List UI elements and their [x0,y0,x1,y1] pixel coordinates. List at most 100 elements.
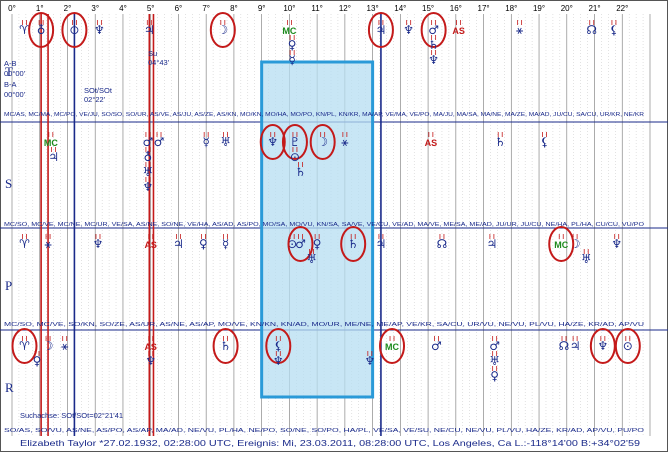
highlight-range [260,60,375,399]
planet-glyph: ♈ [19,23,30,37]
highlight-circle [28,12,55,48]
x-tick-label: 11° [311,4,323,13]
planet-glyphs: ♈ ♁ ⊙ ♆ ♃ ☽ MC♀☿♃ ♆ ♂♄♆AS ⚹ ☊ ⚸MC♃♂ ♂♁♅♆☿ ♅ ♆ ♇⊙♄☽ ⚹ AS ♄ ⚸… [11,12,641,383]
planet-glyph: ⚹ [44,237,51,251]
highlight-circle [61,12,88,48]
aspect-row: MC/SO, MC/VE, SO/KN, SO/ZE, AS/UR, AS/NE… [4,322,644,328]
note-text: A-B [4,59,17,68]
planet-glyph: ♈ [19,237,30,251]
planet-glyph: ♆ [93,237,104,251]
planet-glyph: ♆ [273,354,284,368]
planet-glyph: ♀ [288,38,297,52]
planet-glyph: ☽ [217,23,228,37]
x-tick-label: 5° [147,4,155,13]
x-tick-label: 16° [450,4,462,13]
planet-glyph: ♆ [428,53,439,67]
aspect-row: MC/AS, MC/MA, MC/PO, VE/JU, SO/SO, SO/UR… [4,112,644,118]
planet-glyph: ♅ [489,354,500,368]
planet-glyph: AS [144,342,157,352]
planet-glyph: AS [452,26,465,36]
planet-glyph: MC [44,138,58,148]
planet-glyph: ♆ [143,180,154,194]
x-tick-label: 18° [505,4,517,13]
planet-glyph: ♆ [403,23,414,37]
planet-glyph: ☿ [202,135,209,149]
planet-glyph: ♁ [37,23,46,37]
x-tick-label: 17° [478,4,490,13]
note-text: 00°00' [4,90,26,99]
highlight-circle [548,226,575,262]
highlight-circle [287,226,314,262]
highlight-circle [614,328,641,364]
highlight-circle [367,12,394,48]
planet-glyph: ♅ [143,165,154,179]
planet-glyph: ♆ [597,339,608,353]
planet-glyph: ♂ [143,135,154,149]
note-text: Su [148,49,157,58]
planet-glyph: ♃ [487,237,498,251]
planet-glyph: ♄ [295,165,306,179]
x-tick-label: 12° [339,4,351,13]
note-text: SOt/SOt [84,86,113,95]
planet-glyph: ⚸ [610,23,619,37]
lane-labels: T S P R [5,64,14,395]
x-tick-label: 10° [283,4,295,13]
x-tick-label: 3° [91,4,99,13]
lane-label: S [5,176,12,191]
aspect-rows: MC/AS, MC/MA, MC/PO, VE/JU, SO/SO, SO/UR… [4,112,644,434]
x-tick-label: 14° [394,4,406,13]
highlight-rect [260,60,375,399]
lane-label: P [5,278,12,293]
x-tick-label: 13° [367,4,379,13]
planet-glyph: ⊙ [69,23,79,37]
planet-glyph: ♄ [220,339,231,353]
highlight-circle [281,124,308,160]
planet-glyph: ♁ [144,150,153,164]
planet-glyph: ☊ [559,339,570,353]
planet-glyph: ♆ [611,237,622,251]
planet-glyph: MC [282,26,296,36]
planet-glyph: AS [425,138,438,148]
planet-glyph: ♆ [94,23,105,37]
planet-glyph: ☽ [317,135,328,149]
degree-axis: 0° 1° 2° 3° 4° 5° 6° 7° 8° 9° 10° 11° 12° 13° 14° 15° 16… [8,4,628,13]
planet-glyph: AS [144,240,157,250]
planet-glyph: MC [554,240,568,250]
x-tick-label: 6° [175,4,183,13]
highlight-circle [11,328,38,364]
planet-glyph: ☿ [222,237,229,251]
planet-glyph: ♃ [570,339,581,353]
x-tick-label: 0° [8,4,16,13]
planet-glyph: ♆ [145,354,156,368]
planet-glyph: ♂ [428,23,439,37]
x-tick-label: 7° [202,4,210,13]
highlight-circle [309,124,336,160]
planet-glyph: ☊ [437,237,448,251]
planet-glyph: ♅ [306,252,317,266]
planet-glyph: ⊙ [290,150,300,164]
planet-glyph: ♇ [290,135,301,149]
planet-glyph: ⚹ [61,339,68,353]
lane-label: R [5,380,14,395]
x-tick-label: 21° [588,4,600,13]
x-tick-label: 8° [230,4,238,13]
planet-glyph: ♄ [428,38,439,52]
planet-glyph: ♈ [19,339,30,353]
planet-glyph: ♀ [33,354,42,368]
x-tick-label: 20° [561,4,573,13]
planet-glyph: ☊ [586,23,597,37]
planet-glyph: ⊙ [287,237,297,251]
planet-glyph: ☿ [288,53,295,67]
note-text: 02°22' [84,95,106,104]
planet-glyph: ♃ [144,23,155,37]
planet-glyph: ⚸ [540,135,549,149]
planet-glyph: ♀ [199,237,208,251]
x-tick-label: 19° [533,4,545,13]
vertical-markers [40,14,382,436]
planet-glyph: ♂ [295,237,306,251]
planet-glyph: ♂ [489,339,500,353]
planet-glyph: ⚸ [274,339,283,353]
planet-glyph: ♂ [431,339,442,353]
note-text: 04°43' [148,58,170,67]
planet-glyph: ♀ [313,237,322,251]
